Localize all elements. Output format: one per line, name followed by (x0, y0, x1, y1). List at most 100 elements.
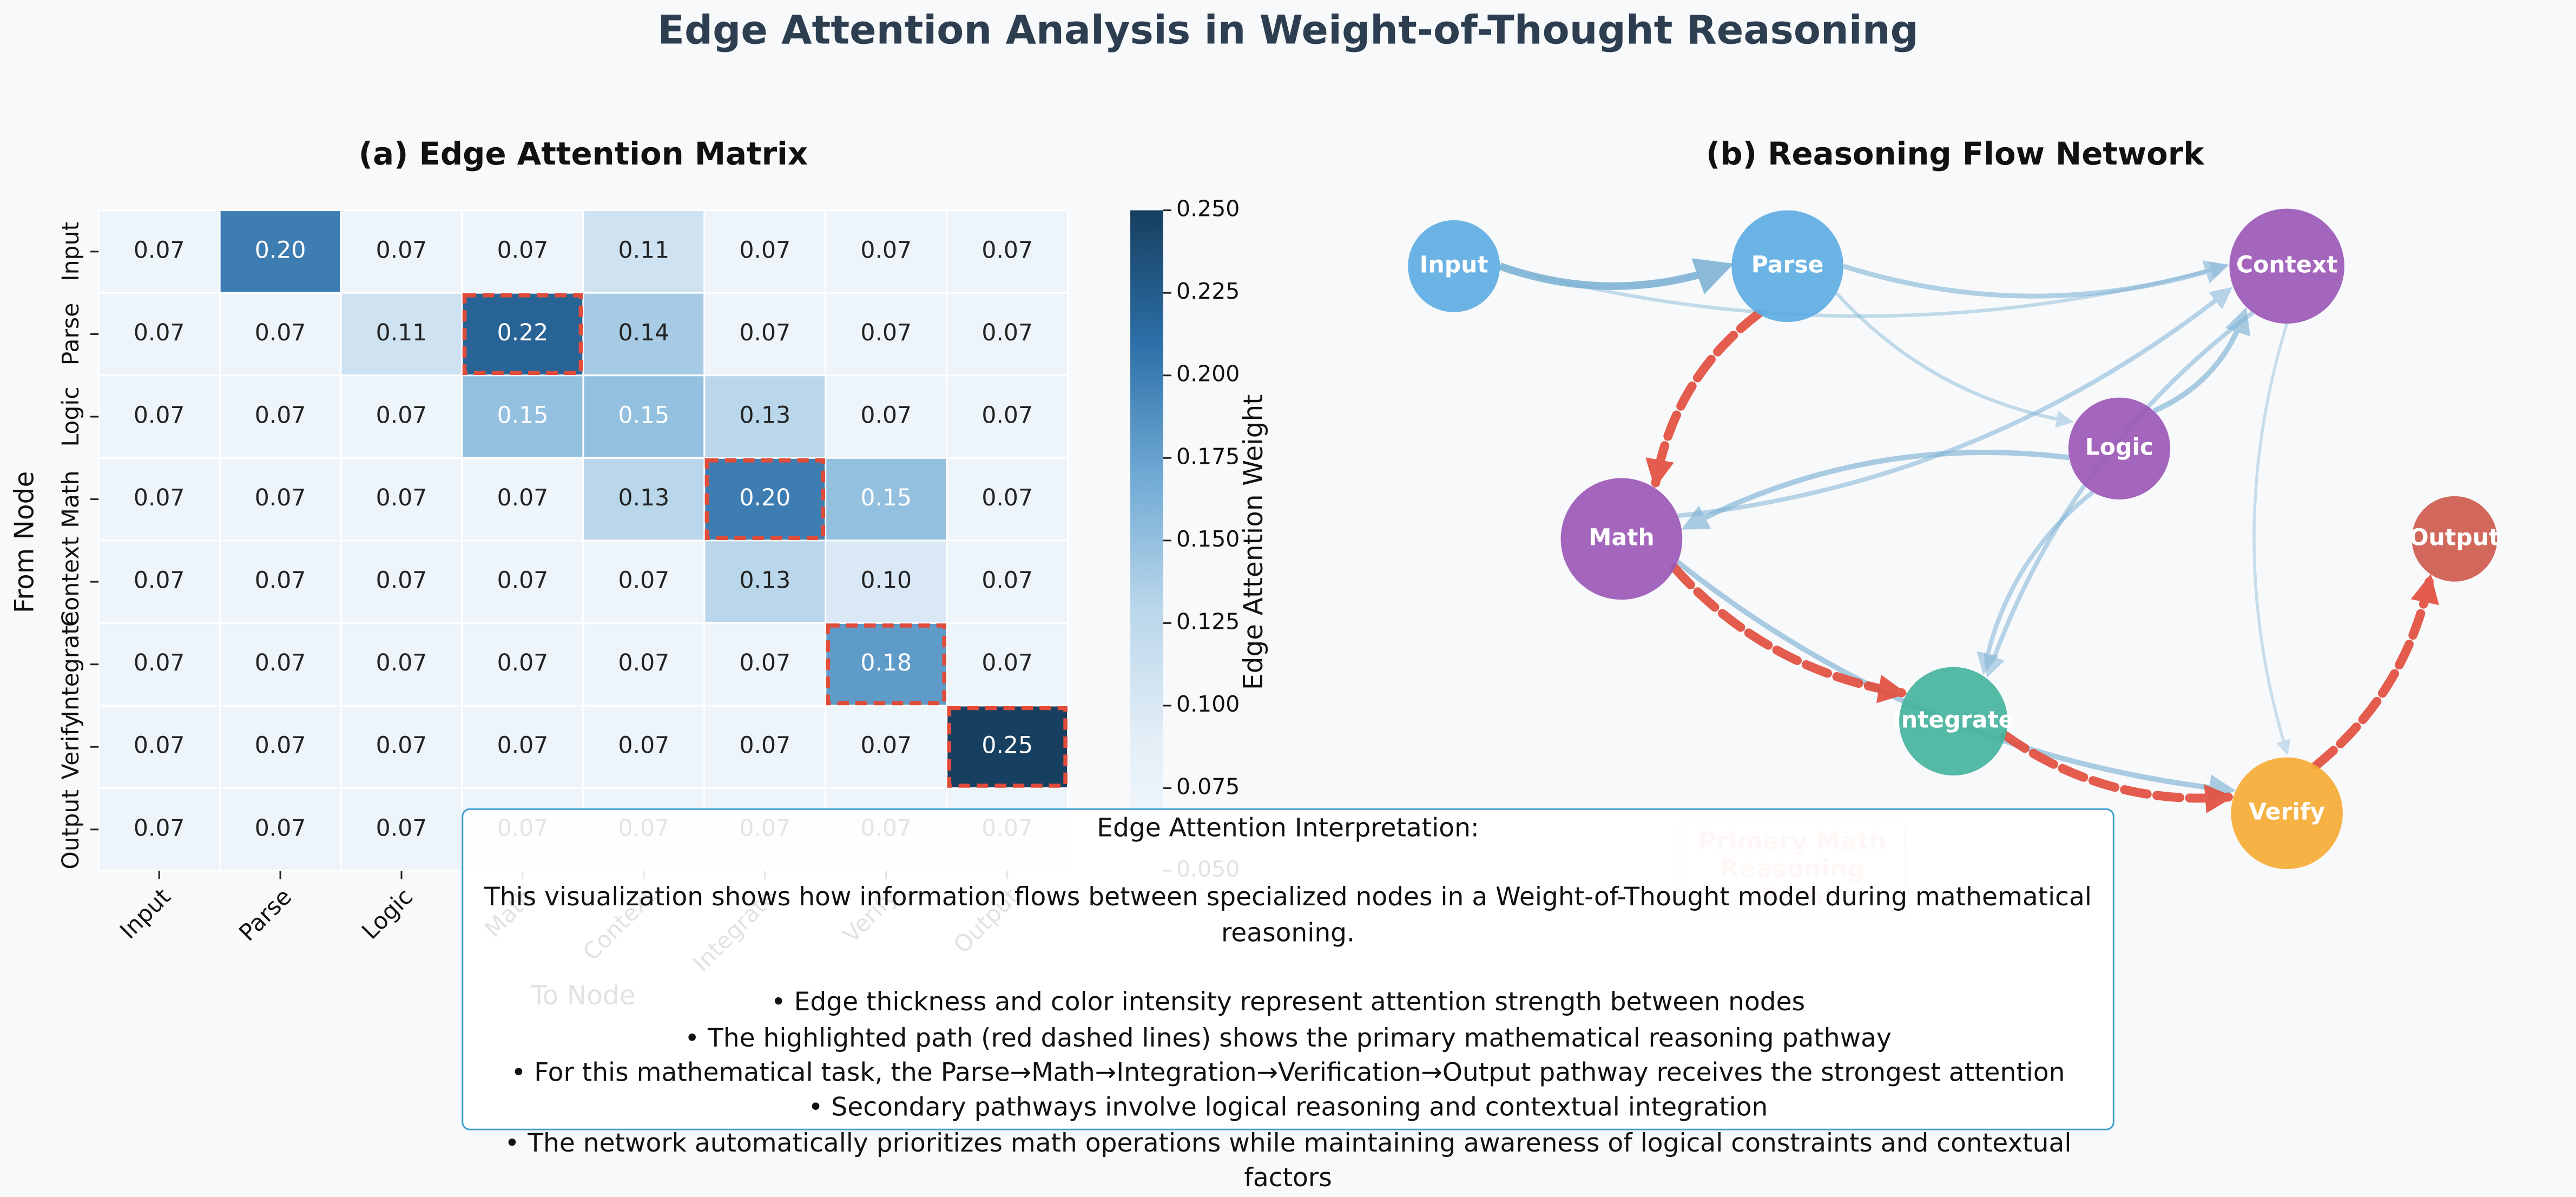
heatmap-cell (461, 457, 584, 542)
heatmap-cell (340, 540, 463, 624)
cell-label: 0.07 (255, 733, 306, 759)
cell-label: 0.07 (860, 403, 912, 429)
heatmap-cell (825, 540, 948, 624)
cell-label: 0.07 (376, 568, 427, 594)
cell-label: 0.07 (618, 568, 670, 594)
cell-label: 0.07 (740, 237, 791, 264)
heatmap-cell (219, 787, 342, 872)
y-tick-label: Input (58, 222, 84, 281)
cell-label: 0.07 (376, 733, 427, 759)
cell-label: 0.13 (740, 403, 791, 429)
chart-title: (b) Reasoning Flow Network (1706, 135, 2205, 172)
cell-label: 0.07 (981, 650, 1033, 676)
heatmap-cell (946, 292, 1069, 377)
heatmap-cell (825, 374, 948, 459)
cell-label: 0.07 (860, 320, 912, 346)
node-label: Output (2409, 524, 2500, 551)
highlight-edge (2001, 731, 2235, 813)
heatmap-cell (946, 705, 1069, 790)
heatmap-cell (461, 209, 584, 294)
heatmap-cell (946, 209, 1069, 294)
heatmap-cell (582, 209, 706, 294)
heatmap-cell (582, 457, 706, 542)
y-tick-label: Parse (58, 303, 84, 366)
cell-label: 0.07 (981, 485, 1033, 511)
heatmap-cell (219, 540, 342, 624)
colorbar-tick-label: 0.125 (1176, 608, 1240, 634)
heatmap-cell (340, 705, 463, 790)
heatmap-cell (825, 292, 948, 377)
cell-label: 0.15 (860, 485, 912, 511)
highlight-edges (1645, 309, 2439, 813)
heatmap-cell (825, 457, 948, 542)
heatmap-cell (703, 292, 827, 377)
y-tick-label: Verify (58, 714, 84, 780)
node (2229, 208, 2344, 324)
cell-label: 0.07 (255, 320, 306, 346)
heatmap-cell (825, 705, 948, 790)
x-tick-label: Logic (357, 884, 418, 945)
cell-label: 0.07 (860, 237, 912, 264)
cell-label: 0.10 (860, 568, 912, 594)
note-bullets: • Edge thickness and color intensity rep… (463, 986, 2113, 1197)
cell-label: 0.18 (860, 650, 912, 676)
node-label: Parse (1751, 252, 1824, 278)
heatmap-cell (340, 292, 463, 377)
cell-label: 0.07 (134, 650, 185, 676)
y-tick-label: Integrate (58, 611, 84, 718)
chart: Edge Attention Analysis in Weight-of-Tho… (9, 7, 2500, 1011)
edge (2152, 307, 2251, 414)
cell-label: 0.20 (255, 237, 306, 264)
cell-label: 0.11 (618, 237, 670, 264)
cell-label: 0.07 (497, 237, 549, 264)
cell-label: 0.11 (376, 320, 427, 346)
cell-label: 0.07 (376, 650, 427, 676)
cell-label: 0.07 (740, 733, 791, 759)
y-tick-label: Math (58, 470, 84, 528)
note-bullet: • The highlighted path (red dashed lines… (684, 1023, 1892, 1053)
cell-label: 0.15 (497, 403, 549, 429)
edge (1842, 260, 2229, 299)
note-bullet: • Secondary pathways involve logical rea… (808, 1093, 1768, 1123)
heatmap-cell (97, 209, 221, 294)
cell-label: 0.07 (134, 485, 185, 511)
node (1731, 210, 1843, 323)
note-title: Edge Attention Interpretation: (1097, 813, 1479, 843)
node (1408, 220, 1500, 312)
highlight-box (947, 706, 1068, 788)
y-tick-label: Context (58, 537, 84, 627)
cell-label: 0.07 (134, 568, 185, 594)
cell-label: 0.25 (981, 733, 1033, 759)
heatmap-cell (461, 292, 584, 377)
heatmap-cell (582, 540, 706, 624)
heatmap-cell (703, 209, 827, 294)
node-label: Context (2236, 252, 2338, 278)
cell-label: 0.15 (618, 403, 670, 429)
cell-label: 0.20 (740, 485, 791, 511)
cell-label: 0.07 (255, 815, 306, 841)
interpretation-box: Edge Attention Interpretation: This visu… (462, 808, 2114, 1193)
cell-label: 0.07 (134, 320, 185, 346)
edge (2252, 323, 2291, 755)
node (1899, 667, 2008, 775)
colorbar-tick-label: 0.150 (1176, 526, 1240, 552)
node (1560, 478, 1683, 600)
cell-label: 0.07 (860, 733, 912, 759)
cell-label: 0.07 (981, 237, 1033, 264)
cell-label: 0.07 (618, 650, 670, 676)
node-label: Verify (2249, 799, 2325, 825)
cell-label: 0.07 (255, 568, 306, 594)
heatmap-cell (97, 292, 221, 377)
node-label: Math (1589, 524, 1655, 551)
cell-label: 0.07 (981, 403, 1033, 429)
y-axis-label: From Node (10, 471, 40, 613)
cell-label: 0.14 (618, 320, 670, 346)
cell-label: 0.07 (255, 403, 306, 429)
edge (1977, 490, 2094, 675)
note-bullet: • For this mathematical task, the Parse→… (511, 1058, 2065, 1088)
heatmap-cell (946, 540, 1069, 624)
cell-label: 0.07 (255, 485, 306, 511)
heatmap-cell (219, 292, 342, 377)
heatmap-cell (703, 622, 827, 707)
cell-label: 0.07 (497, 485, 549, 511)
